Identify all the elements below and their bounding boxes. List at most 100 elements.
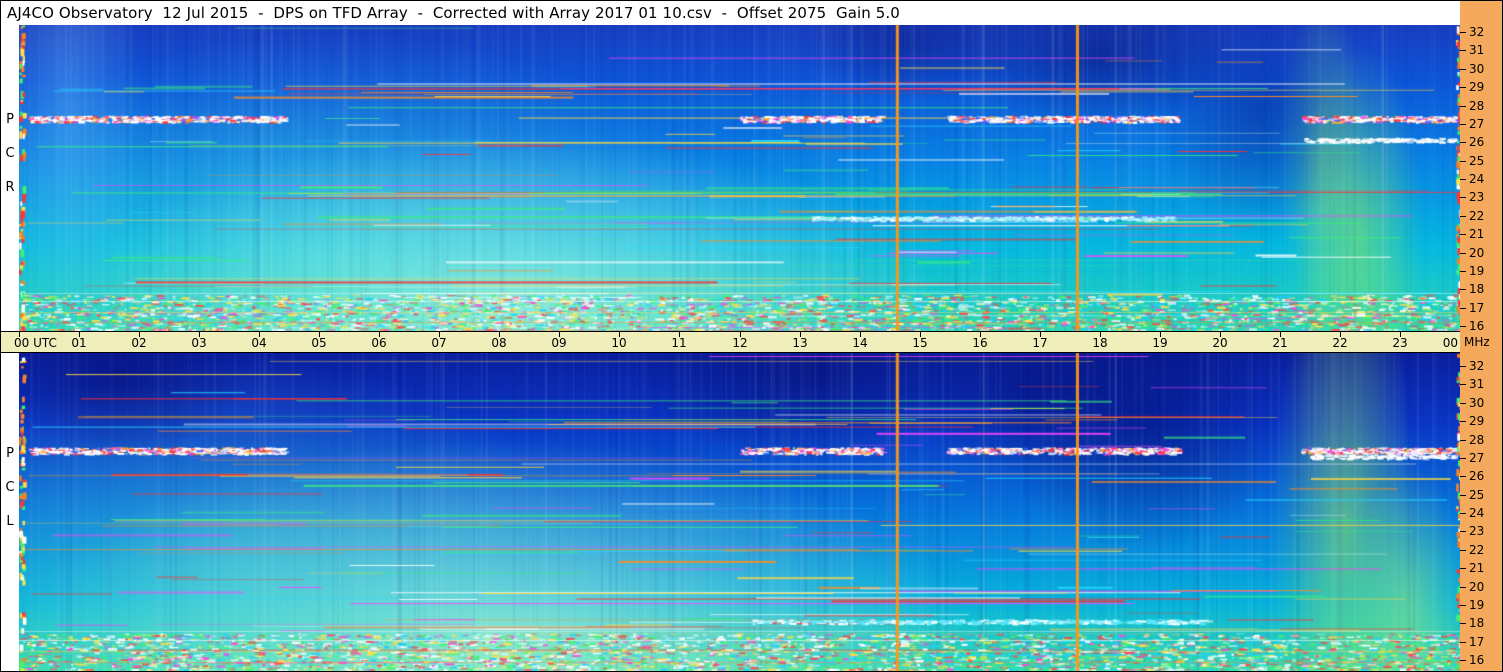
freq-tick-mark [1460,179,1466,180]
freq-tick-mark [1460,384,1466,385]
time-tick-label: 08 [491,336,507,350]
freq-tick-label: 32 [1469,25,1485,39]
freq-tick-mark [1460,660,1466,661]
time-tick-mark [319,332,320,337]
time-tick-mark [619,332,620,337]
frequency-scale: MHz 32 31 30 29 28 27 26 25 24 23 22 21 20 19 18 17 16 32… [1460,1,1502,671]
freq-tick-mark [1460,440,1466,441]
time-tick-label: 01 [71,336,87,350]
freq-tick-label: 26 [1469,135,1485,149]
time-tick-label: 21 [1272,336,1288,350]
time-tick-label: 02 [131,336,147,350]
time-tick-label: 17 [1032,336,1048,350]
polarization-letter: P [6,111,14,127]
time-tick-label: 11 [671,336,687,350]
freq-tick-mark [1460,403,1466,404]
freq-tick-label: 24 [1469,172,1485,186]
time-tick-label: 15 [912,336,928,350]
time-tick-mark [1280,332,1281,337]
polarization-letter: C [5,145,15,161]
freq-tick-mark [1460,458,1466,459]
freq-tick-label: 19 [1469,264,1485,278]
time-tick-mark [920,332,921,337]
rcp-axis-label: P C R [1,25,19,331]
freq-tick-mark [1460,605,1466,606]
freq-tick-mark [1460,161,1466,162]
time-tick-label: 13 [792,336,808,350]
time-tick-label: 05 [311,336,327,350]
polarization-letter: L [6,513,14,529]
freq-tick-mark [1460,623,1466,624]
freq-tick-mark [1460,50,1466,51]
freq-tick-label: 21 [1469,561,1485,575]
freq-tick-label: 16 [1469,653,1485,667]
freq-tick-label: 24 [1469,506,1485,520]
freq-tick-label: 28 [1469,99,1485,113]
freq-tick-label: 27 [1469,117,1485,131]
freq-tick-mark [1460,550,1466,551]
time-tick-label: 07 [431,336,447,350]
time-tick-label: 14 [852,336,868,350]
time-tick-label: 16 [972,336,988,350]
freq-tick-label: 22 [1469,209,1485,223]
rcp-spectrogram [19,25,1460,331]
lcp-axis-label: P C L [1,353,19,671]
time-tick-label: 09 [551,336,567,350]
freq-tick-mark [1460,271,1466,272]
time-tick-mark [1100,332,1101,337]
time-tick-mark [1340,332,1341,337]
freq-tick-label: 28 [1469,433,1485,447]
lcp-spectrogram [19,353,1460,671]
freq-tick-mark [1460,253,1466,254]
time-tick-mark [1160,332,1161,337]
freq-tick-label: 16 [1469,319,1485,333]
time-tick-mark [199,332,200,337]
freq-tick-mark [1460,289,1466,290]
freq-tick-mark [1460,106,1466,107]
time-tick-label: 03 [191,336,207,350]
time-tick-mark [139,332,140,337]
freq-tick-label: 25 [1469,488,1485,502]
freq-tick-label: 17 [1469,635,1485,649]
freq-tick-mark [1460,421,1466,422]
freq-tick-mark [1460,197,1466,198]
title-bar: AJ4CO Observatory 12 Jul 2015 - DPS on T… [1,1,1460,25]
time-tick-mark [559,332,560,337]
freq-tick-mark [1460,366,1466,367]
freq-tick-label: 20 [1469,580,1485,594]
time-tick-label: 04 [251,336,267,350]
freq-tick-mark [1460,476,1466,477]
freq-tick-mark [1460,326,1466,327]
freq-tick-mark [1460,69,1466,70]
time-tick-mark [1040,332,1041,337]
freq-tick-mark [1460,531,1466,532]
time-tick-label: 12 [732,336,748,350]
time-tick-mark [679,332,680,337]
freq-tick-mark [1460,587,1466,588]
time-tick-mark [1400,332,1401,337]
time-tick-mark [259,332,260,337]
freq-tick-mark [1460,642,1466,643]
time-tick-mark [379,332,380,337]
freq-tick-label: 29 [1469,414,1485,428]
time-tick-mark [1220,332,1221,337]
freq-tick-label: 30 [1469,62,1485,76]
freq-tick-label: 21 [1469,227,1485,241]
freq-tick-label: 23 [1469,524,1485,538]
freq-tick-label: 27 [1469,451,1485,465]
freq-tick-mark [1460,308,1466,309]
freq-tick-label: 23 [1469,190,1485,204]
freq-tick-mark [1460,32,1466,33]
time-tick-mark [79,332,80,337]
freq-tick-mark [1460,216,1466,217]
freq-tick-label: 22 [1469,543,1485,557]
time-tick-mark [439,332,440,337]
time-tick-mark [19,332,20,337]
freq-tick-label: 25 [1469,154,1485,168]
freq-tick-label: 30 [1469,396,1485,410]
mhz-unit-label: MHz [1464,335,1490,349]
time-tick-label: 06 [371,336,387,350]
freq-tick-label: 17 [1469,301,1485,315]
freq-tick-mark [1460,513,1466,514]
